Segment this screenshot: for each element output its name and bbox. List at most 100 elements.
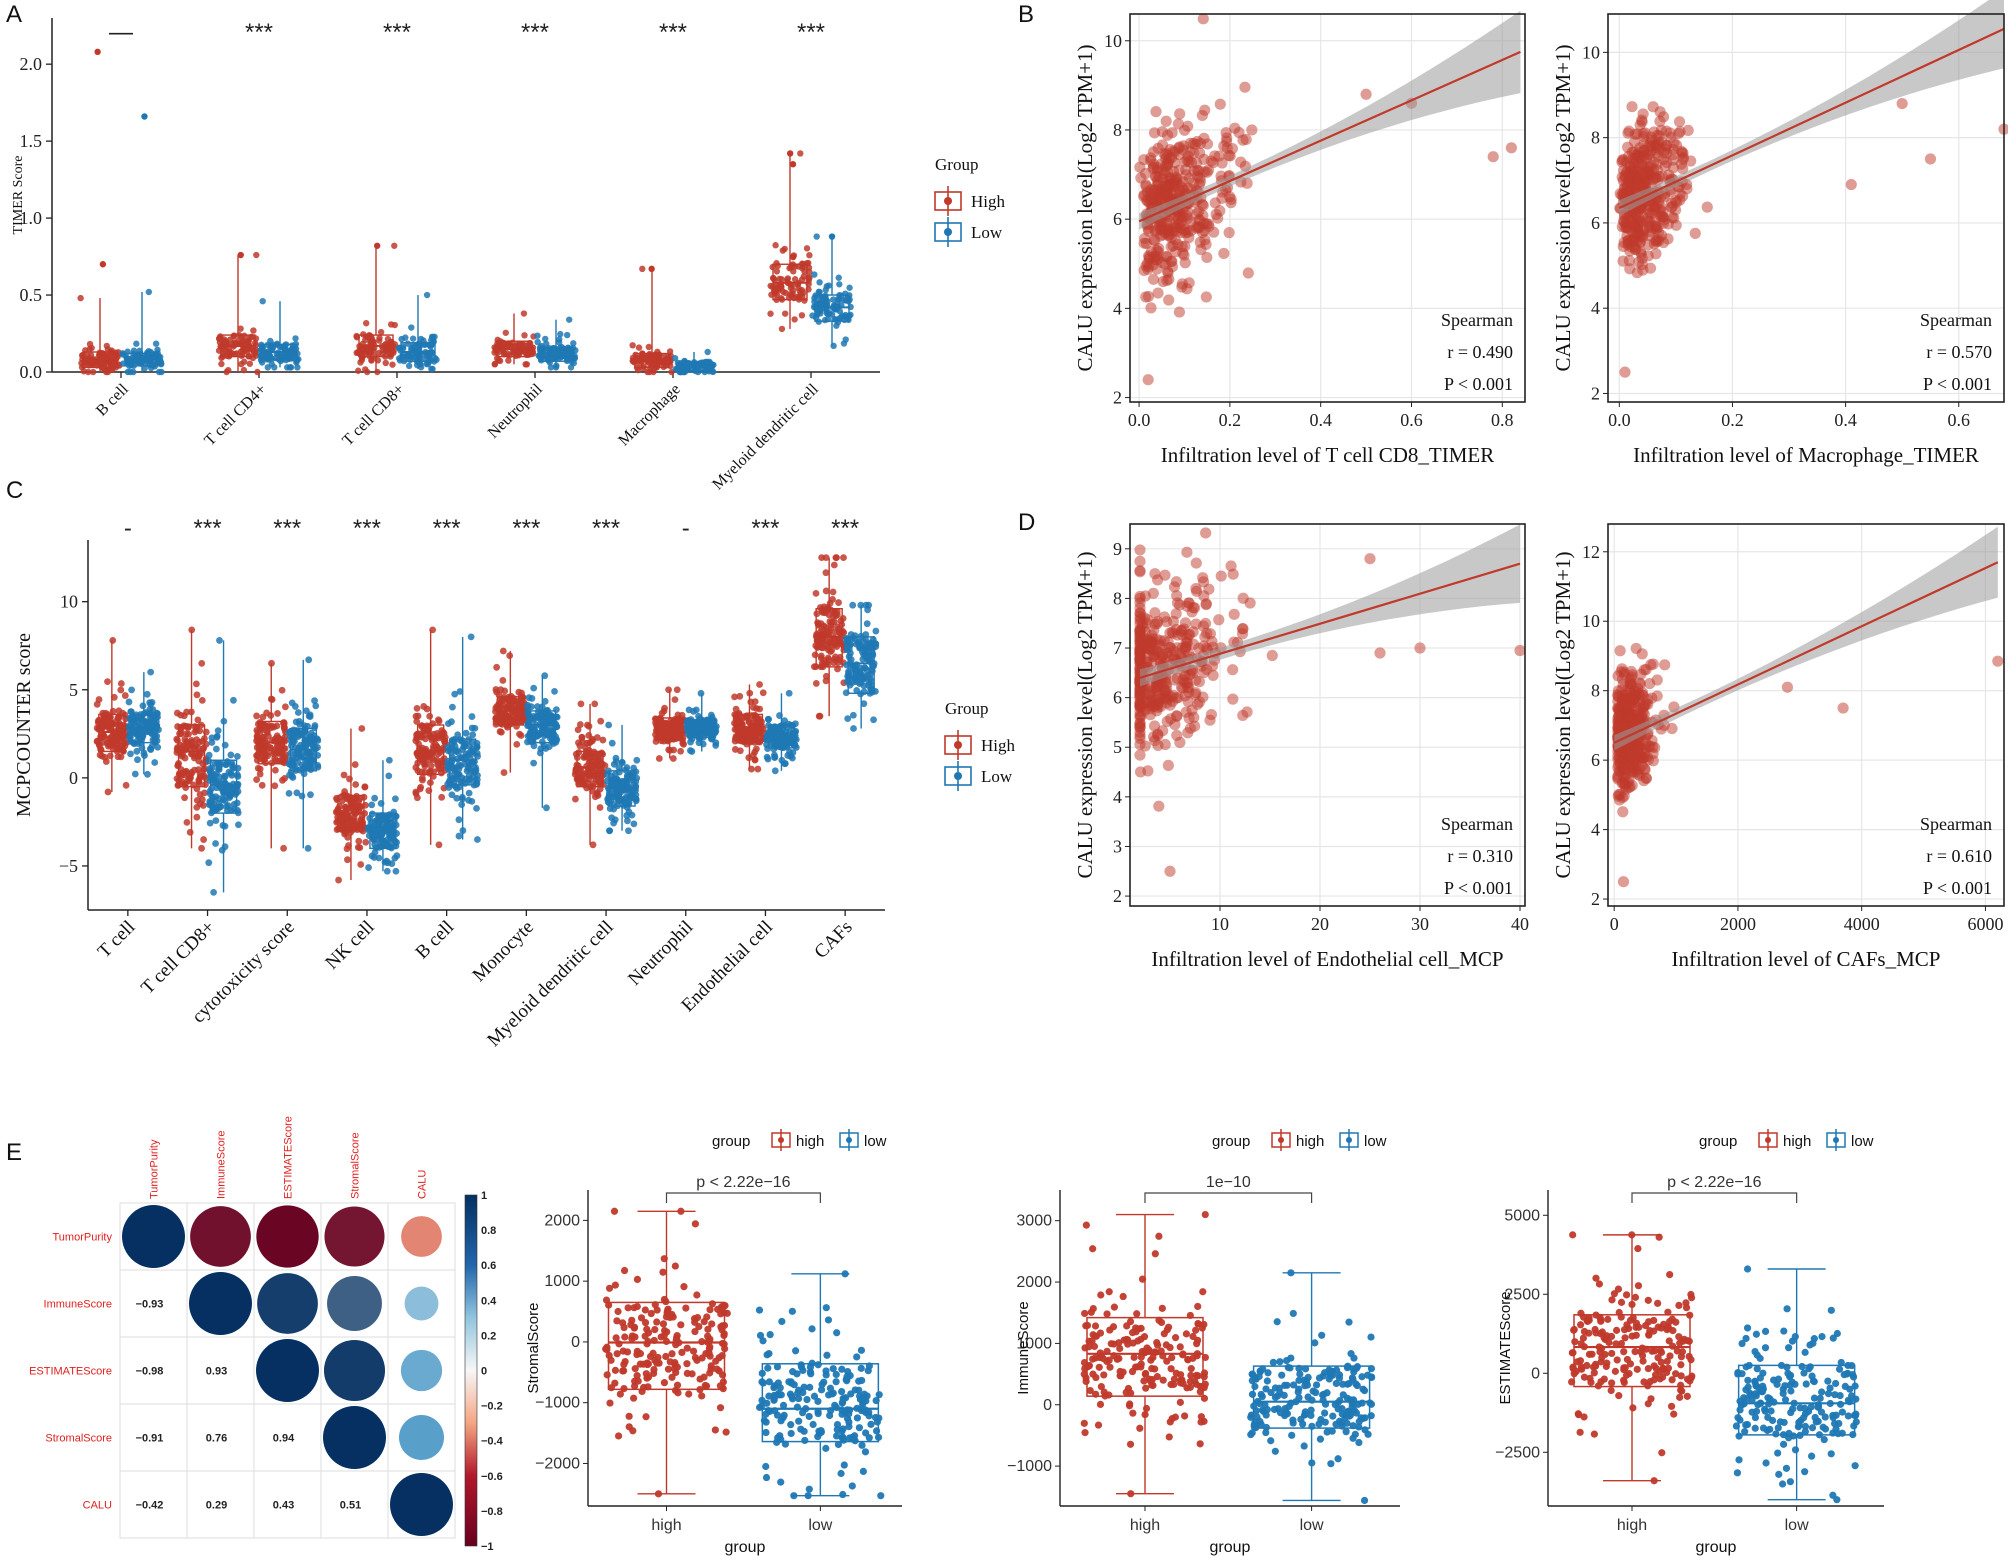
data-point bbox=[215, 760, 223, 768]
significance-label: *** bbox=[512, 515, 540, 542]
data-point bbox=[473, 804, 480, 812]
data-point bbox=[1505, 142, 1517, 154]
y-tick-label: 8 bbox=[1113, 120, 1122, 140]
x-category-label: Neutrophil bbox=[624, 917, 697, 990]
data-point bbox=[416, 785, 424, 793]
panel-letter-e: E bbox=[6, 1139, 22, 1166]
data-point bbox=[147, 668, 155, 676]
data-point bbox=[112, 740, 120, 748]
data-point bbox=[823, 296, 830, 304]
data-point bbox=[628, 811, 636, 819]
data-point bbox=[256, 765, 264, 773]
data-point bbox=[633, 756, 641, 764]
data-point bbox=[423, 360, 430, 368]
data-point bbox=[1639, 127, 1651, 139]
data-point bbox=[629, 357, 636, 365]
data-point bbox=[736, 692, 744, 700]
y-axis-label: CALU expression level(Log2 TPM+1) bbox=[1073, 44, 1097, 371]
data-point bbox=[1153, 800, 1165, 812]
data-point bbox=[1616, 221, 1628, 233]
y-tick-label: 10 bbox=[60, 592, 78, 612]
data-point bbox=[226, 351, 233, 359]
outlier-point bbox=[141, 113, 148, 120]
data-point bbox=[833, 554, 840, 562]
data-point bbox=[547, 354, 555, 361]
data-point bbox=[227, 751, 235, 759]
data-point bbox=[106, 715, 113, 722]
data-point bbox=[659, 359, 667, 366]
data-point bbox=[216, 637, 223, 644]
data-point bbox=[301, 736, 309, 744]
data-point bbox=[263, 709, 270, 717]
significance-label: *** bbox=[751, 515, 779, 542]
data-point bbox=[1644, 262, 1657, 274]
data-point bbox=[833, 322, 840, 329]
data-point bbox=[1235, 156, 1247, 168]
data-point bbox=[98, 752, 106, 760]
data-point bbox=[542, 335, 549, 343]
data-point bbox=[340, 771, 348, 779]
data-point bbox=[655, 755, 663, 762]
data-point bbox=[1181, 210, 1193, 222]
data-point bbox=[1845, 178, 1857, 191]
data-point bbox=[513, 741, 521, 748]
data-point bbox=[174, 762, 182, 770]
data-point bbox=[525, 694, 533, 702]
data-point bbox=[806, 274, 813, 282]
data-point bbox=[258, 721, 266, 729]
y-tick-label: 6 bbox=[1113, 209, 1122, 229]
data-point bbox=[373, 816, 381, 824]
outlier-point bbox=[99, 261, 107, 268]
data-point bbox=[1165, 255, 1177, 267]
data-point bbox=[652, 731, 659, 739]
data-point bbox=[139, 702, 147, 710]
data-point bbox=[580, 754, 588, 761]
data-point bbox=[646, 368, 653, 376]
data-point bbox=[336, 802, 343, 810]
y-tick-label: 4 bbox=[1591, 298, 1600, 318]
data-point bbox=[756, 681, 763, 688]
y-tick-label: 2 bbox=[1113, 388, 1122, 408]
data-point bbox=[412, 712, 420, 720]
y-tick-label: −5 bbox=[59, 856, 78, 876]
data-point bbox=[219, 785, 227, 793]
data-point bbox=[191, 723, 199, 730]
data-point bbox=[505, 716, 513, 724]
data-point bbox=[797, 150, 804, 157]
data-point bbox=[362, 838, 370, 846]
y-tick-label: 2.0 bbox=[20, 54, 43, 74]
legend-title: Group bbox=[935, 155, 978, 174]
data-point bbox=[212, 745, 220, 753]
data-point bbox=[151, 759, 159, 766]
data-point bbox=[1657, 111, 1670, 123]
data-point bbox=[1184, 145, 1196, 158]
data-point bbox=[1173, 142, 1185, 154]
data-point bbox=[838, 313, 845, 321]
significance-label: *** bbox=[521, 19, 549, 46]
data-point bbox=[183, 708, 190, 716]
data-point bbox=[134, 756, 141, 764]
data-point bbox=[531, 715, 539, 723]
data-point bbox=[659, 720, 667, 727]
data-point bbox=[591, 700, 599, 708]
data-point bbox=[1134, 766, 1147, 778]
data-point bbox=[1183, 277, 1195, 289]
data-point bbox=[542, 726, 550, 734]
data-point bbox=[1655, 210, 1668, 222]
data-point bbox=[185, 730, 192, 738]
data-point bbox=[413, 705, 421, 712]
data-point bbox=[419, 776, 426, 784]
data-point bbox=[856, 664, 864, 672]
data-point bbox=[840, 296, 848, 304]
data-point bbox=[384, 859, 392, 867]
data-point bbox=[212, 840, 219, 847]
data-point bbox=[753, 715, 761, 722]
data-point bbox=[361, 783, 369, 791]
data-point bbox=[468, 724, 476, 732]
x-tick-label: 0.0 bbox=[1128, 410, 1151, 430]
outlier-point bbox=[237, 251, 244, 259]
data-point bbox=[501, 687, 509, 695]
data-point bbox=[115, 707, 123, 715]
data-point bbox=[351, 761, 359, 768]
x-category-label: Monocyte bbox=[469, 917, 538, 986]
